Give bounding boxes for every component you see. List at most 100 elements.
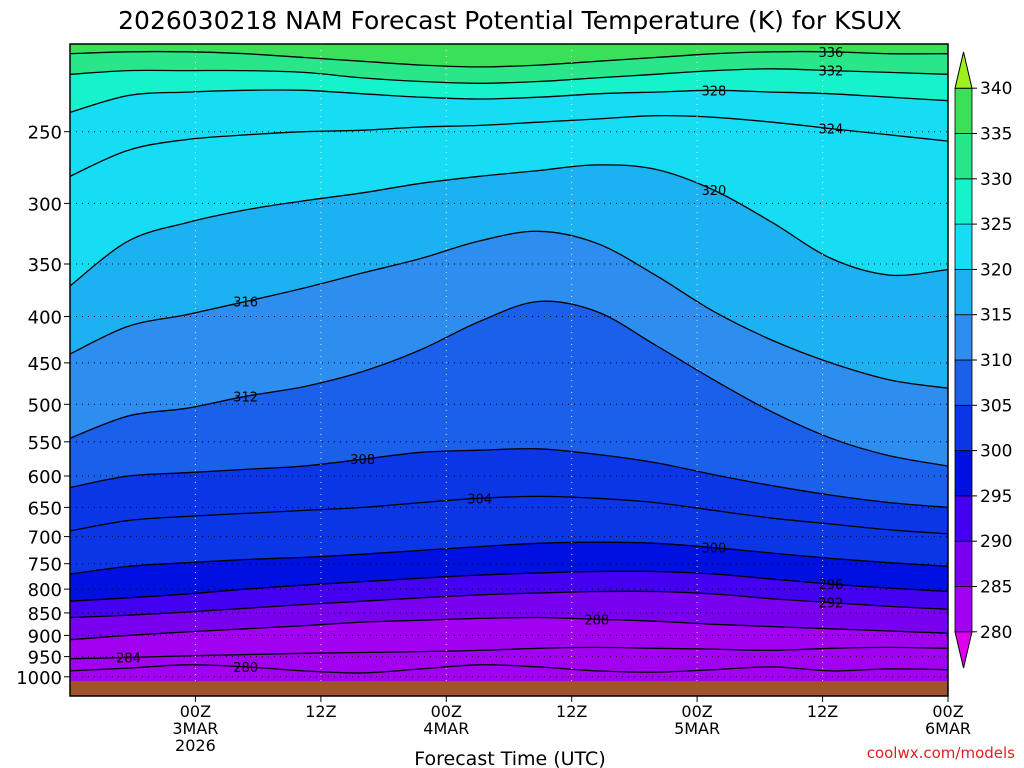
colorbar-segment-280 bbox=[954, 586, 973, 633]
x-tick-label-5-0: 12Z bbox=[807, 702, 838, 721]
colorbar-label-340: 340 bbox=[980, 79, 1012, 99]
colorbar-label-325: 325 bbox=[980, 215, 1012, 235]
y-tick-label-750: 750 bbox=[28, 555, 62, 576]
isentrope-324 bbox=[70, 114, 948, 177]
isentrope-lines bbox=[70, 50, 948, 674]
colorbar-label-305: 305 bbox=[980, 396, 1012, 416]
colorbar-label-280: 280 bbox=[980, 623, 1012, 643]
y-tick-label-600: 600 bbox=[28, 467, 62, 488]
isentrope-332 bbox=[70, 68, 948, 84]
colorbar-high-triangle bbox=[954, 51, 973, 89]
colorbar-label-300: 300 bbox=[980, 442, 1012, 462]
colorbar-segment-285 bbox=[954, 540, 973, 587]
y-tick-label-250: 250 bbox=[28, 123, 62, 144]
grid-lines bbox=[70, 44, 948, 696]
x-tick-label-4-1: 5MAR bbox=[674, 719, 720, 738]
colorbar-segment-325 bbox=[954, 178, 973, 225]
x-tick-label-1-0: 12Z bbox=[305, 702, 336, 721]
colorbar-label-315: 315 bbox=[980, 306, 1012, 326]
colorbar-label-330: 330 bbox=[980, 170, 1012, 190]
colorbar-label-320: 320 bbox=[980, 260, 1012, 280]
colorbar: 280 285 290 295 300 305 310 315 320 325 330 335 340 bbox=[954, 51, 1012, 669]
isentrope-300 bbox=[70, 541, 948, 575]
isentrope-label-316: 316 bbox=[233, 296, 258, 311]
y-tick-label-800: 800 bbox=[28, 580, 62, 601]
isentrope-label-312: 312 bbox=[233, 390, 258, 405]
isentrope-label-308: 308 bbox=[350, 453, 375, 468]
x-tick-label-6-0: 00Z bbox=[932, 702, 963, 721]
y-tick-label-550: 550 bbox=[28, 433, 62, 454]
colorbar-label-290: 290 bbox=[980, 532, 1012, 552]
isentrope-label-284: 284 bbox=[116, 652, 141, 667]
colorbar-label-285: 285 bbox=[980, 578, 1012, 598]
x-tick-label-3-0: 12Z bbox=[556, 702, 587, 721]
y-tick-label-650: 650 bbox=[28, 498, 62, 519]
x-axis-label: Forecast Time (UTC) bbox=[414, 748, 605, 768]
y-tick-label-300: 300 bbox=[28, 194, 62, 215]
isentrope-308 bbox=[70, 447, 948, 509]
credit-link[interactable]: coolwx.com/models bbox=[867, 744, 1015, 762]
y-tick-label-900: 900 bbox=[28, 626, 62, 647]
isentrope-label-280: 280 bbox=[233, 661, 258, 676]
plot-frame bbox=[69, 43, 949, 697]
isentrope-label-324: 324 bbox=[818, 123, 843, 138]
y-tick-label-400: 400 bbox=[28, 308, 62, 329]
isentrope-label-336: 336 bbox=[818, 46, 843, 61]
x-tick-label-2-1: 4MAR bbox=[423, 719, 469, 738]
temperature-fill-bands bbox=[70, 44, 948, 696]
surface-terrain-band bbox=[70, 681, 948, 696]
colorbar-segment-295 bbox=[954, 450, 973, 497]
colorbar-label-335: 335 bbox=[980, 125, 1012, 145]
isentrope-label-296: 296 bbox=[818, 578, 843, 593]
x-tick-label-0-1: 3MAR bbox=[172, 719, 218, 738]
isentrope-312 bbox=[70, 300, 948, 467]
y-tick-label-700: 700 bbox=[28, 528, 62, 549]
colorbar-segment-305 bbox=[954, 359, 973, 406]
fill-band-336 bbox=[70, 44, 948, 67]
isentrope-292 bbox=[70, 590, 948, 619]
y-tick-label-950: 950 bbox=[28, 648, 62, 669]
colorbar-low-triangle bbox=[954, 631, 973, 669]
x-tick-label-0-0: 00Z bbox=[180, 702, 211, 721]
y-tick-label-450: 450 bbox=[28, 354, 62, 375]
y-tick-label-1000: 1000 bbox=[16, 668, 62, 689]
isentrope-label-300: 300 bbox=[701, 542, 726, 557]
isentrope-label-332: 332 bbox=[818, 65, 843, 80]
isentrope-label-328: 328 bbox=[701, 84, 726, 99]
isentrope-328 bbox=[70, 89, 948, 114]
colorbar-segment-315 bbox=[954, 268, 973, 316]
colorbar-segment-335 bbox=[954, 87, 973, 134]
isentrope-label-292: 292 bbox=[818, 597, 843, 612]
colorbar-segment-290 bbox=[954, 495, 973, 542]
colorbar-segment-300 bbox=[954, 404, 973, 451]
colorbar-segment-330 bbox=[954, 133, 973, 180]
colorbar-segment-320 bbox=[954, 223, 973, 270]
x-tick-label-2-0: 00Z bbox=[431, 702, 462, 721]
isentrope-304 bbox=[70, 495, 948, 535]
x-tick-label-6-1: 6MAR bbox=[925, 719, 971, 738]
isentrope-label-288: 288 bbox=[584, 613, 609, 628]
y-tick-label-350: 350 bbox=[28, 255, 62, 276]
x-tick-label-4-0: 00Z bbox=[681, 702, 712, 721]
isentrope-label-304: 304 bbox=[467, 492, 492, 507]
isentrope-336 bbox=[70, 50, 948, 68]
colorbar-label-310: 310 bbox=[980, 351, 1012, 371]
isentrope-280 bbox=[70, 664, 948, 674]
y-tick-label-500: 500 bbox=[28, 395, 62, 416]
plot-area bbox=[70, 44, 948, 696]
isentrope-label-320: 320 bbox=[701, 184, 726, 199]
isentrope-296 bbox=[70, 570, 948, 602]
isentrope-284 bbox=[70, 646, 948, 660]
pressure-axis: 2503003504004505005506006507007508008509… bbox=[16, 123, 70, 689]
colorbar-label-295: 295 bbox=[980, 487, 1012, 507]
isentrope-316 bbox=[70, 230, 948, 389]
isentrope-labels: 280 284 288 292 296 300 304 308 312 316 320 324 328 3… bbox=[116, 46, 843, 676]
x-tick-label-0-2: 2026 bbox=[175, 736, 216, 755]
y-tick-label-850: 850 bbox=[28, 604, 62, 625]
isentrope-288 bbox=[70, 616, 948, 641]
isentrope-320 bbox=[70, 164, 948, 287]
colorbar-segment-310 bbox=[954, 314, 973, 361]
chart-title: 2026030218 NAM Forecast Potential Temper… bbox=[118, 6, 902, 35]
